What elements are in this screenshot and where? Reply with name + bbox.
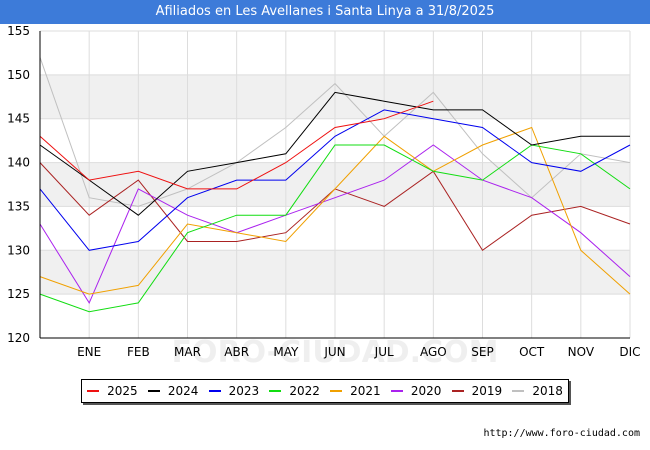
legend-label: 2025 bbox=[107, 384, 138, 398]
legend-label: 2021 bbox=[350, 384, 381, 398]
chart-title: Afiliados en Les Avellanes i Santa Linya… bbox=[0, 0, 650, 24]
legend-swatch bbox=[208, 390, 221, 392]
series-line-2023 bbox=[39, 109, 631, 251]
x-tick-label: JUL bbox=[374, 345, 394, 359]
y-tick-label: 125 bbox=[7, 287, 30, 301]
y-tick-label: 140 bbox=[7, 156, 30, 170]
legend-label: 2020 bbox=[410, 384, 442, 398]
legend-swatch bbox=[451, 390, 464, 392]
x-tick-label: ENE bbox=[77, 345, 101, 359]
chart-legend: 2025 2024 2023 2022 2021 2020 2019 2018 bbox=[81, 379, 569, 403]
x-tick-label: ABR bbox=[224, 345, 249, 359]
legend-swatch bbox=[330, 390, 343, 392]
legend-swatch bbox=[269, 390, 282, 392]
x-tick-label: MAR bbox=[174, 345, 201, 359]
legend-item-2025: 2025 bbox=[87, 384, 138, 398]
legend-label: 2024 bbox=[167, 384, 199, 398]
legend-item-2018: 2018 bbox=[512, 384, 563, 398]
series-line-2021 bbox=[39, 126, 631, 295]
legend-swatch bbox=[87, 390, 100, 392]
x-tick-label: OCT bbox=[519, 345, 545, 359]
legend-label: 2018 bbox=[532, 384, 563, 398]
x-tick-label: NOV bbox=[568, 345, 595, 359]
y-tick-label: 155 bbox=[7, 24, 30, 38]
legend-swatch bbox=[390, 390, 403, 392]
legend-item-2022: 2022 bbox=[269, 384, 320, 398]
legend-item-2020: 2020 bbox=[390, 384, 442, 398]
x-tick-label: JUN bbox=[323, 345, 345, 359]
source-url: http://www.foro-ciudad.com bbox=[483, 428, 640, 439]
x-tick-label: FEB bbox=[127, 345, 150, 359]
x-tick-label: DIC bbox=[619, 345, 640, 359]
legend-item-2019: 2019 bbox=[451, 384, 503, 398]
y-tick-label: 120 bbox=[7, 331, 30, 345]
series-line-2020 bbox=[39, 144, 631, 304]
series-line-2025 bbox=[39, 100, 434, 190]
x-tick-label: MAY bbox=[273, 345, 299, 359]
legend-label: 2023 bbox=[228, 384, 260, 398]
y-tick-label: 150 bbox=[7, 68, 30, 82]
legend-label: 2022 bbox=[289, 384, 320, 398]
y-tick-label: 145 bbox=[7, 112, 30, 126]
legend-swatch bbox=[147, 390, 160, 392]
legend-item-2021: 2021 bbox=[330, 384, 381, 398]
y-tick-label: 130 bbox=[7, 243, 30, 257]
y-tick-label: 135 bbox=[7, 199, 30, 213]
legend-item-2024: 2024 bbox=[147, 384, 199, 398]
watermark: FORO-CIUDAD.COM bbox=[172, 335, 499, 370]
x-tick-label: SEP bbox=[471, 345, 493, 359]
legend-swatch bbox=[512, 390, 525, 392]
series-line-2024 bbox=[39, 91, 630, 216]
legend-label: 2019 bbox=[471, 384, 503, 398]
x-tick-label: AGO bbox=[420, 345, 447, 359]
legend-item-2023: 2023 bbox=[208, 384, 260, 398]
